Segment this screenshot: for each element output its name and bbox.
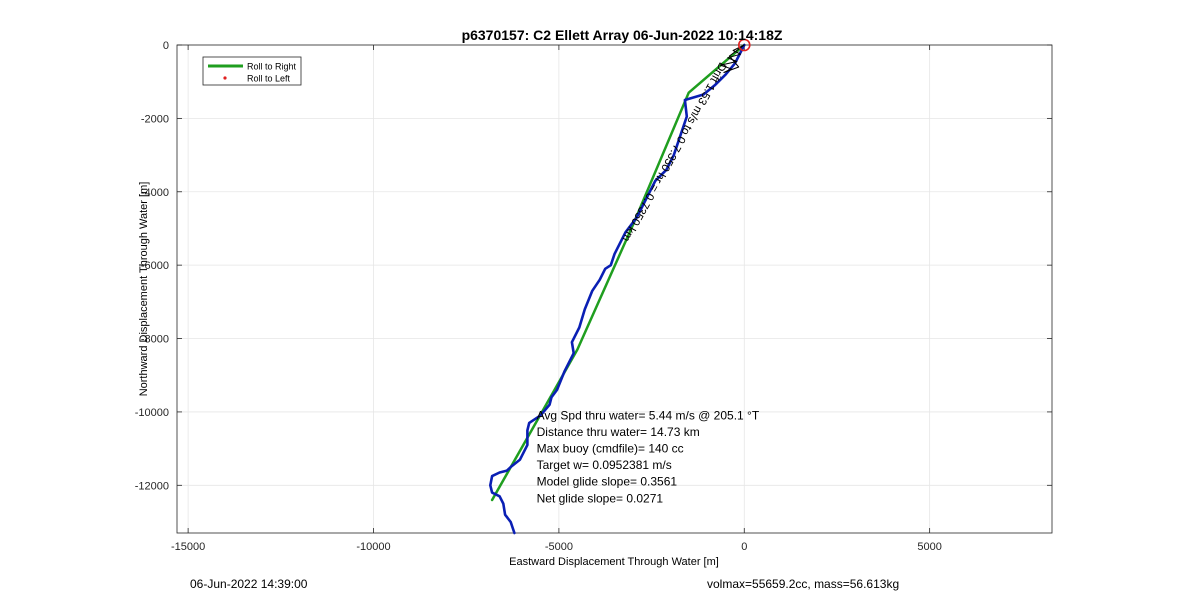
start-marker bbox=[737, 38, 751, 52]
y-tick-label: 0 bbox=[163, 40, 169, 52]
drift-annotation: Drift 1.53 m/s to 0 7.350 hr = 0.7350 km bbox=[619, 60, 728, 243]
stats-line: Avg Spd thru water= 5.44 m/s @ 205.1 °T bbox=[537, 408, 760, 422]
stats-line: Distance thru water= 14.73 km bbox=[537, 425, 700, 439]
y-tick-label: -2000 bbox=[141, 113, 169, 125]
axis-ticks: -15000 -10000 -5000 0 5000 0 -2000 -4000 -6000 -8… bbox=[135, 40, 1052, 553]
y-tick-label: -6000 bbox=[141, 260, 169, 272]
annotations: Drift 1.53 m/s to 0 7.350 hr = 0.7350 km… bbox=[537, 60, 760, 505]
y-tick-label: -4000 bbox=[141, 187, 169, 199]
legend-label: Roll to Right bbox=[247, 62, 297, 72]
series-line-roll-right bbox=[490, 43, 746, 502]
x-tick-label: 5000 bbox=[917, 541, 941, 553]
y-tick-label: -10000 bbox=[135, 407, 169, 419]
legend-label: Roll to Left bbox=[247, 74, 291, 84]
stats-line: Model glide slope= 0.3561 bbox=[537, 475, 678, 489]
chart-title: p6370157: C2 Ellett Array 06-Jun-2022 10… bbox=[462, 27, 783, 43]
x-axis-label: Eastward Displacement Through Water [m] bbox=[509, 556, 719, 568]
footer-timestamp: 06-Jun-2022 14:39:00 bbox=[190, 577, 308, 591]
stats-line: Target w= 0.0952381 m/s bbox=[537, 458, 672, 472]
y-tick-label: -12000 bbox=[135, 480, 169, 492]
legend-box bbox=[202, 56, 302, 86]
series-group bbox=[488, 38, 751, 535]
legend: Roll to Right Roll to Left bbox=[202, 56, 302, 86]
series-line-track bbox=[488, 43, 746, 535]
axes-frame bbox=[176, 44, 1053, 534]
stats-line: Max buoy (cmdfile)= 140 cc bbox=[537, 441, 684, 455]
x-tick-label: -10000 bbox=[356, 541, 390, 553]
legend-swatch-dot bbox=[223, 76, 227, 80]
x-tick-label: -15000 bbox=[171, 541, 205, 553]
x-tick-label: 0 bbox=[741, 541, 747, 553]
stats-line: Net glide slope= 0.0271 bbox=[537, 491, 664, 505]
series-line-drift bbox=[719, 44, 745, 73]
y-axis-label: Northward Displacement Through Water [m] bbox=[138, 182, 150, 397]
footer-volmax-mass: volmax=55659.2cc, mass=56.613kg bbox=[707, 577, 900, 591]
y-tick-label: -8000 bbox=[141, 334, 169, 346]
x-tick-label: -5000 bbox=[545, 541, 573, 553]
